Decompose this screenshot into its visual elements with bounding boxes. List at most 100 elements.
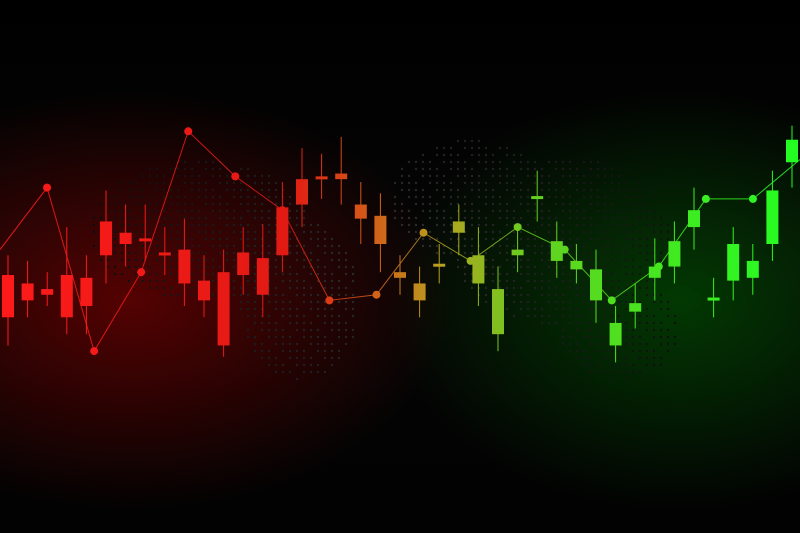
map-dot (463, 146, 467, 150)
map-dot (568, 335, 572, 339)
map-dot (211, 174, 215, 178)
map-dot (253, 342, 257, 346)
map-dot (624, 230, 628, 234)
map-dot (176, 230, 180, 234)
map-dot (610, 223, 614, 227)
map-dot (645, 293, 649, 297)
map-dot (288, 279, 292, 283)
map-dot (351, 265, 355, 269)
map-dot (526, 202, 530, 206)
map-dot (554, 307, 558, 311)
map-dot (407, 174, 411, 178)
map-dot (183, 195, 187, 199)
map-dot (603, 335, 607, 339)
map-dot (610, 363, 614, 367)
map-dot (491, 195, 495, 199)
map-dot (176, 244, 180, 248)
map-dot (652, 328, 656, 332)
map-dot (512, 279, 516, 283)
map-dot (253, 321, 257, 325)
map-dot (610, 272, 614, 276)
map-dot (596, 258, 600, 262)
map-dot (127, 209, 131, 213)
map-dot (498, 216, 502, 220)
map-dot (421, 174, 425, 178)
map-dot (169, 258, 173, 262)
map-dot (638, 244, 642, 248)
map-dot (267, 188, 271, 192)
map-dot (288, 209, 292, 213)
map-dot (617, 370, 621, 374)
map-dot (582, 314, 586, 318)
map-dot (449, 223, 453, 227)
map-dot (204, 216, 208, 220)
map-dot (92, 223, 96, 227)
map-dot (631, 209, 635, 213)
map-dot (169, 272, 173, 276)
map-dot (449, 237, 453, 241)
map-dot (204, 272, 208, 276)
map-dot (393, 202, 397, 206)
map-dot (134, 216, 138, 220)
map-dot (106, 202, 110, 206)
map-dot (428, 202, 432, 206)
map-dot (218, 202, 222, 206)
map-dot (659, 216, 663, 220)
map-dot (582, 230, 586, 234)
map-dot (484, 146, 488, 150)
map-dot (540, 258, 544, 262)
map-dot (316, 314, 320, 318)
candle-body (786, 139, 798, 163)
map-dot (505, 244, 509, 248)
map-dot (218, 244, 222, 248)
map-dot (575, 328, 579, 332)
map-dot (456, 160, 460, 164)
map-dot (603, 216, 607, 220)
map-dot (638, 202, 642, 206)
map-dot (295, 356, 299, 360)
map-dot (344, 265, 348, 269)
map-dot (204, 251, 208, 255)
map-dot (267, 209, 271, 213)
map-dot (99, 202, 103, 206)
map-dot (596, 342, 600, 346)
map-dot (246, 195, 250, 199)
map-dot (554, 160, 558, 164)
map-dot (246, 230, 250, 234)
map-dot (582, 209, 586, 213)
map-dot (134, 223, 138, 227)
map-dot (414, 230, 418, 234)
map-dot (589, 258, 593, 262)
map-dot (421, 153, 425, 157)
map-dot (631, 202, 635, 206)
map-dot (610, 279, 614, 283)
map-dot (512, 160, 516, 164)
map-dot (477, 181, 481, 185)
map-dot (281, 349, 285, 353)
map-dot (610, 258, 614, 262)
map-dot (302, 265, 306, 269)
map-dot (330, 349, 334, 353)
map-dot (456, 188, 460, 192)
map-dot (575, 181, 579, 185)
map-dot (631, 223, 635, 227)
map-dot (491, 237, 495, 241)
map-dot (330, 237, 334, 241)
map-dot (463, 195, 467, 199)
map-dot (505, 307, 509, 311)
map-dot (414, 237, 418, 241)
map-dot (323, 286, 327, 290)
map-dot (288, 321, 292, 325)
candle-body (2, 275, 14, 318)
map-dot (596, 307, 600, 311)
map-dot (260, 209, 264, 213)
map-dot (323, 230, 327, 234)
map-dot (281, 314, 285, 318)
map-dot (302, 356, 306, 360)
map-dot (288, 314, 292, 318)
map-dot (155, 237, 159, 241)
map-dot (225, 223, 229, 227)
map-dot (407, 188, 411, 192)
map-dot (624, 181, 628, 185)
map-dot (253, 265, 257, 269)
